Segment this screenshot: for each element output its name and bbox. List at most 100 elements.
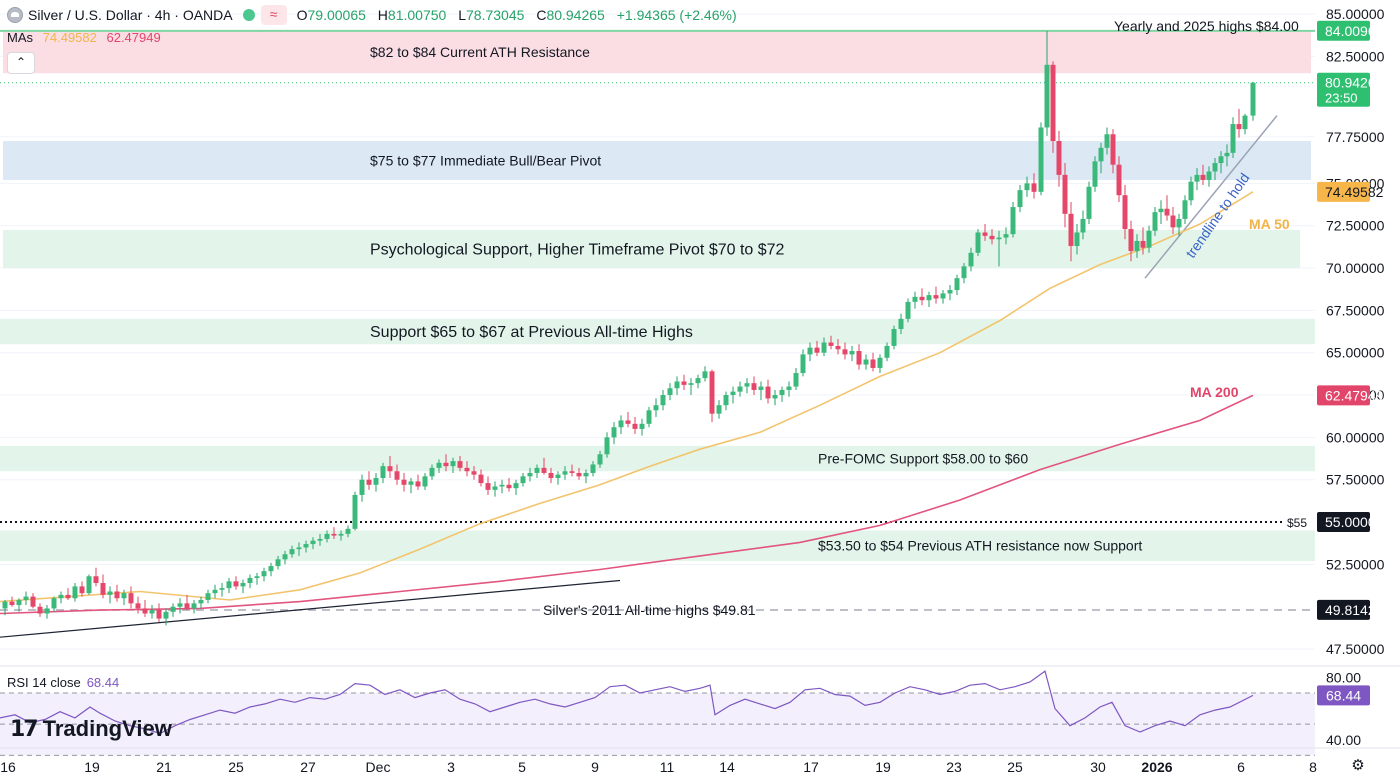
x-tick-label: 19 — [875, 759, 891, 775]
candle-body — [289, 549, 295, 555]
candle-body — [863, 359, 869, 365]
candle-body — [1218, 156, 1224, 164]
candle-body — [492, 486, 498, 490]
candle-body — [877, 357, 883, 368]
candle-body — [597, 454, 603, 465]
zone-support — [0, 318, 1315, 345]
candle-body — [226, 581, 232, 589]
zone-label: $82 to $84 Current ATH Resistance — [370, 44, 590, 60]
candle-body — [919, 296, 925, 301]
wave-icon[interactable]: ≈ — [260, 5, 287, 25]
tradingview-logo[interactable]: 17 TradingView — [10, 716, 172, 742]
candle-body — [947, 290, 953, 294]
y-tick-label: 70.00000 — [1326, 260, 1385, 276]
candle-body — [562, 471, 568, 475]
candle-body — [1152, 212, 1158, 231]
price-label-bg — [1317, 181, 1370, 202]
x-tick-label: 16 — [0, 759, 16, 775]
candle-body — [1182, 200, 1188, 219]
y-tick-label: 47.50000 — [1326, 641, 1385, 657]
settings-gear-icon[interactable]: ⚙ — [1351, 757, 1365, 774]
candle-body — [527, 472, 533, 477]
candle-body — [457, 461, 463, 468]
candle-body — [156, 610, 162, 619]
candle-body — [247, 577, 253, 584]
candle-body — [345, 528, 351, 534]
x-tick-label: 11 — [660, 759, 675, 775]
candle-body — [1050, 64, 1056, 142]
candle-body — [905, 301, 911, 319]
candle-body — [1092, 161, 1098, 187]
market-open-icon — [242, 9, 255, 21]
candle-body — [800, 354, 806, 374]
candle-body — [1250, 82, 1256, 116]
candle-body — [695, 378, 701, 384]
mas-legend[interactable]: MAs 74.49582 62.47949 — [7, 30, 161, 45]
candle-body — [485, 483, 491, 490]
candle-body — [933, 295, 939, 299]
candle-body — [170, 606, 176, 612]
low-key: L — [458, 7, 467, 23]
candle-body — [205, 593, 211, 600]
candle-body — [793, 373, 799, 387]
x-tick-label: 27 — [300, 759, 316, 775]
candle-body — [954, 278, 960, 291]
candle-body — [989, 235, 995, 240]
zone-label: $75 to $77 Immediate Bull/Bear Pivot — [370, 152, 601, 168]
candle-body — [9, 601, 15, 606]
price-label: 62.47949 — [1325, 387, 1384, 403]
candle-body — [177, 603, 183, 607]
x-tick-label: 14 — [719, 759, 735, 775]
rsi-legend-value: 68.44 — [86, 675, 120, 690]
candle-body — [58, 594, 64, 599]
candle-body — [996, 237, 1002, 240]
candle-body — [1062, 174, 1068, 214]
zone-support — [3, 229, 1300, 269]
rsi-line — [0, 670, 1254, 735]
candle-body — [212, 589, 218, 594]
candle-body — [1074, 232, 1080, 247]
close-value: 80.94265 — [546, 7, 605, 23]
candle-body — [1024, 183, 1030, 191]
candle-body — [891, 328, 897, 346]
candle-body — [716, 405, 722, 414]
candle-body — [506, 484, 512, 489]
candle-body — [1044, 64, 1050, 128]
candle-body — [282, 554, 288, 560]
candle-body — [534, 467, 540, 473]
candle-body — [807, 347, 813, 355]
candle-body — [1134, 240, 1140, 252]
rsi-tick-label: 80.00 — [1326, 669, 1361, 685]
rsi-label: RSI 14 close — [7, 675, 81, 690]
candle-body — [590, 464, 596, 473]
candle-body — [114, 591, 120, 599]
candle-body — [198, 599, 204, 604]
candle-body — [191, 603, 197, 609]
candle-body — [240, 583, 246, 587]
candle-body — [471, 471, 477, 475]
candle-body — [1170, 215, 1176, 228]
rsi-legend[interactable]: RSI 14 close 68.44 — [7, 675, 119, 690]
zone-label: Support $65 to $67 at Previous All-time … — [370, 324, 693, 341]
x-tick-label: 3 — [447, 759, 455, 775]
y-tick-label: 60.00000 — [1326, 429, 1385, 445]
candle-body — [422, 476, 428, 487]
zone-resistance — [3, 30, 1311, 74]
symbol-title[interactable]: Silver / U.S. Dollar · 4h · OANDA — [28, 7, 233, 23]
candle-body — [499, 484, 505, 487]
candle-body — [142, 608, 148, 614]
candle-body — [1212, 163, 1218, 172]
candle-body — [443, 462, 449, 467]
candle-body — [1200, 174, 1206, 180]
candle-body — [1080, 218, 1086, 233]
y-tick-label: 65.00000 — [1326, 345, 1385, 361]
zone-label: Psychological Support, Higher Timeframe … — [370, 242, 785, 259]
candle-body — [751, 383, 757, 390]
x-tick-label: 25 — [228, 759, 244, 775]
candle-body — [51, 598, 57, 609]
candle-body — [261, 571, 267, 577]
candle-body — [2, 601, 8, 609]
collapse-chevron-icon[interactable]: ⌃ — [7, 52, 35, 74]
price-label-bg — [1317, 599, 1370, 620]
